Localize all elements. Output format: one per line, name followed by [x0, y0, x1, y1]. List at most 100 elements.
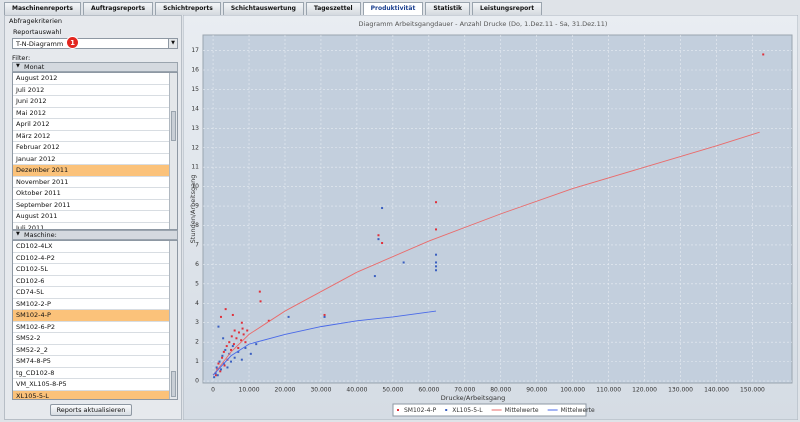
legend-label: SM102-4-P — [404, 407, 437, 414]
machine-header-label: Maschine: — [24, 231, 57, 239]
tab[interactable]: Statistik — [425, 2, 470, 15]
x-tick-label: 50.000 — [382, 387, 403, 394]
chart: Diagramm Arbeitsgangdauer - Anzahl Druck… — [183, 15, 798, 420]
y-tick-label: 13 — [191, 125, 199, 132]
dropdown-arrow[interactable]: ▼ — [168, 39, 177, 48]
month-header-label: Monat — [24, 63, 45, 71]
point — [215, 366, 218, 369]
chart-title: Diagramm Arbeitsgangdauer - Anzahl Druck… — [359, 20, 608, 28]
list-row[interactable]: November 2011 — [13, 177, 177, 188]
list-row[interactable]: SM52-2_2 — [13, 345, 177, 356]
list-row[interactable]: XL105-5-L — [13, 390, 177, 399]
list-row[interactable]: SM102-4-P — [13, 310, 177, 322]
point — [214, 372, 217, 375]
list-row[interactable]: März 2012 — [13, 131, 177, 142]
list-row[interactable]: CD102-6 — [13, 276, 177, 287]
tab[interactable]: Schichtreports — [155, 2, 221, 15]
point — [762, 53, 765, 56]
list-row[interactable]: Februar 2012 — [13, 142, 177, 154]
point — [221, 356, 224, 359]
legend — [392, 403, 587, 417]
list-row[interactable]: CD74-5L — [13, 287, 177, 299]
point — [267, 319, 270, 322]
point — [231, 313, 234, 316]
x-tick-label: 90.000 — [526, 387, 547, 394]
machine-header[interactable]: ▼ Maschine: — [12, 230, 178, 240]
point — [218, 360, 221, 363]
tab[interactable]: Schichtauswertung — [222, 2, 304, 15]
x-tick-label: 130.000 — [668, 387, 693, 394]
tab[interactable]: Maschinenreports — [4, 2, 81, 15]
list-row[interactable]: Juli 2011 — [13, 223, 177, 230]
tab[interactable]: Produktivität — [362, 2, 424, 15]
report-select[interactable]: T-N-Diagramm ▼ — [12, 38, 178, 49]
y-tick-label: 1 — [195, 358, 199, 365]
badge: 1 — [66, 36, 79, 49]
point — [216, 374, 219, 377]
point — [224, 348, 227, 351]
point — [435, 265, 438, 268]
plot-area — [202, 34, 793, 384]
point — [219, 368, 222, 371]
x-tick-label: 110.000 — [596, 387, 621, 394]
point — [228, 341, 231, 344]
point — [241, 327, 244, 330]
list-row[interactable]: Juli 2012 — [13, 85, 177, 96]
point — [244, 341, 247, 344]
tab[interactable]: Leistungsreport — [472, 2, 543, 15]
scroll-thumb[interactable] — [171, 111, 176, 141]
list-row[interactable]: CD102-4-P2 — [13, 253, 177, 264]
list-row[interactable]: April 2012 — [13, 119, 177, 131]
report-value: T-N-Diagramm — [16, 40, 64, 48]
list-row[interactable]: Mai 2012 — [13, 108, 177, 119]
list-row[interactable]: VM_XL105-8-P5 — [13, 379, 177, 391]
point — [213, 376, 216, 379]
point — [255, 343, 258, 346]
list-row[interactable]: Juni 2012 — [13, 96, 177, 108]
y-tick-label: 7 — [195, 241, 199, 248]
refresh-button[interactable]: Reports aktualisieren — [50, 404, 132, 416]
list-row[interactable]: August 2012 — [13, 73, 177, 85]
x-tick-label: 120.000 — [632, 387, 657, 394]
list-row[interactable]: CD102-4LX — [13, 241, 177, 253]
x-tick-label: 0 — [211, 387, 215, 394]
point — [259, 300, 262, 303]
point — [381, 242, 384, 245]
y-tick-label: 15 — [191, 86, 199, 93]
point — [287, 315, 290, 318]
x-axis-title: Drucke/Arbeitsgang — [441, 394, 505, 402]
list-row[interactable]: September 2011 — [13, 200, 177, 211]
report-label: Reportauswahl — [13, 28, 62, 36]
collapse-icon: ▼ — [16, 231, 20, 237]
x-tick-label: 20.000 — [274, 387, 295, 394]
x-tick-label: 40.000 — [346, 387, 367, 394]
list-row[interactable]: CD102-5L — [13, 264, 177, 276]
month-header[interactable]: ▼ Monat — [12, 62, 178, 72]
list-row[interactable]: Oktober 2011 — [13, 188, 177, 200]
scrollbar — [169, 241, 177, 399]
legend-marker — [397, 409, 399, 411]
legend-label: XL105-5-L — [452, 407, 483, 414]
y-tick-label: 0 — [195, 378, 199, 385]
list-row[interactable]: tg_CD102-8 — [13, 368, 177, 379]
legend-label: Mittelwerte — [505, 407, 539, 414]
tab[interactable]: Auftragsreports — [82, 2, 154, 15]
list-row[interactable]: August 2011 — [13, 211, 177, 223]
x-tick-label: 30.000 — [310, 387, 331, 394]
y-tick-label: 5 — [195, 280, 199, 287]
point — [222, 350, 225, 353]
y-tick-label: 14 — [191, 105, 199, 112]
list-row[interactable]: Dezember 2011 — [13, 165, 177, 177]
list-row[interactable]: SM74-8-P5 — [13, 356, 177, 368]
list-row[interactable]: SM52-2 — [13, 333, 177, 345]
x-tick-label: 60.000 — [418, 387, 439, 394]
list-row[interactable]: SM102-6-P2 — [13, 322, 177, 333]
point — [377, 234, 380, 237]
scroll-thumb[interactable] — [171, 371, 176, 397]
y-tick-label: 17 — [191, 47, 199, 54]
y-tick-label: 8 — [195, 222, 199, 229]
list-row[interactable]: SM102-2-P — [13, 299, 177, 310]
tab[interactable]: Tageszettel — [305, 2, 361, 15]
list-row[interactable]: Januar 2012 — [13, 154, 177, 165]
point — [402, 261, 405, 264]
